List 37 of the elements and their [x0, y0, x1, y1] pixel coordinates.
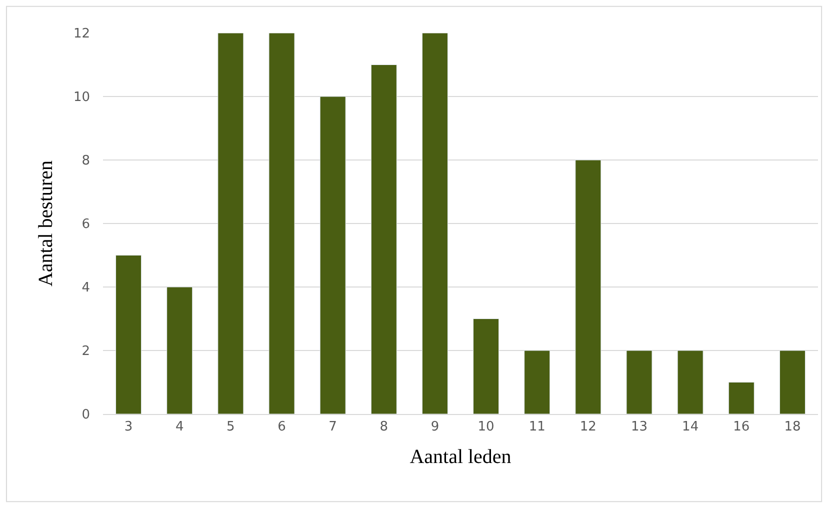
- x-tick-label: 12: [580, 420, 596, 435]
- x-tick-label: 6: [278, 420, 286, 435]
- x-tick-label: 10: [478, 420, 494, 435]
- y-tick-label: 10: [73, 90, 90, 106]
- bar: [473, 318, 500, 414]
- bar: [575, 160, 602, 414]
- bar: [268, 33, 295, 414]
- bar: [626, 350, 652, 414]
- x-tick-label: 4: [175, 420, 184, 435]
- bar: [370, 64, 397, 414]
- x-tick-label: 3: [124, 420, 133, 435]
- x-tick-label: 11: [528, 420, 546, 435]
- x-tick-label: 9: [430, 420, 440, 435]
- x-tick-label: 7: [328, 420, 337, 435]
- bar: [166, 286, 193, 414]
- x-tick-label: 8: [380, 420, 388, 435]
- bar: [779, 350, 806, 414]
- bar: [677, 350, 704, 414]
- x-tick-label: 14: [682, 420, 699, 435]
- bar: [218, 33, 244, 414]
- y-axis-title: Aantal besturen: [34, 160, 57, 287]
- x-tick-label: 5: [226, 420, 235, 435]
- x-tick-label: 16: [733, 420, 750, 435]
- x-tick-label: 13: [630, 420, 648, 435]
- x-tick-label: 18: [784, 420, 801, 435]
- y-tick-label: 0: [82, 408, 90, 423]
- bar: [320, 96, 346, 414]
- y-tick-label: 8: [82, 154, 90, 169]
- bar: [422, 33, 448, 414]
- bar: [728, 382, 754, 414]
- x-axis-title: Aantal leden: [410, 446, 512, 468]
- y-tick-label: 12: [73, 26, 90, 42]
- y-tick-label: 2: [82, 344, 90, 360]
- y-tick-label: 6: [82, 217, 90, 232]
- bar: [116, 255, 142, 414]
- bar: [524, 350, 550, 414]
- y-tick-label: 4: [82, 280, 90, 296]
